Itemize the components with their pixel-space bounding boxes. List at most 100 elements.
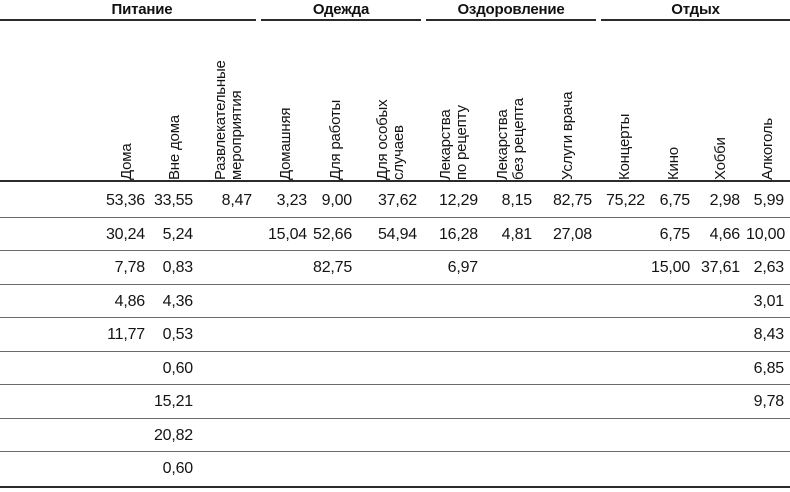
- cell-row-label: [0, 285, 102, 319]
- cell-hobbi: 2,98: [709, 192, 741, 209]
- cell-razvlekatelnye-meropriyatiya: [199, 352, 258, 386]
- column-header-koncerty: Концерты: [615, 113, 633, 180]
- cell-razvlekatelnye-meropriyatiya: [199, 218, 258, 252]
- cell-koncerty: [598, 218, 651, 252]
- column-header-lekarstva-po-receptu: Лекарства по рецепту: [436, 105, 470, 180]
- cell-lekarstva-bez-recepta: [484, 251, 538, 285]
- cell-dlya-raboty: [313, 419, 358, 453]
- cell-doma: 53,36: [105, 192, 145, 209]
- column-header-razvlekatelnye-meropriyatiya: Развлекательные мероприятия: [211, 60, 245, 180]
- cell-razvlekatelnye-meropriyatiya: [199, 318, 258, 352]
- column-header-lekarstva-bez-recepta: Лекарства без рецепта: [494, 98, 527, 180]
- cell-razvlekatelnye-meropriyatiya: [199, 251, 258, 285]
- row-separator-rule: [0, 217, 790, 218]
- table-row: 7,78 0,83 82,75 6,97 15,00 37,61 2,63: [0, 251, 790, 285]
- group-header-clothing: Одежда: [312, 1, 370, 18]
- cell-kino: [651, 385, 696, 419]
- cell-dlya-osobyh-sluchaev: [358, 318, 423, 352]
- cell-row-label: [0, 452, 102, 486]
- cell-dlya-raboty: [313, 318, 358, 352]
- cell-vne-doma: 0,60: [162, 460, 194, 477]
- cell-uslugi-vracha: [538, 385, 598, 419]
- cell-vne-doma: 15,21: [153, 393, 193, 410]
- group-header-health: Оздоровление: [457, 1, 565, 18]
- cell-koncerty: [598, 452, 651, 486]
- cell-kino: [651, 285, 696, 319]
- row-separator-rule: [0, 384, 790, 385]
- cell-hobbi: [696, 385, 746, 419]
- cell-uslugi-vracha: [538, 352, 598, 386]
- cell-doma: 7,78: [114, 259, 146, 276]
- row-separator-rule: [0, 451, 790, 452]
- cell-uslugi-vracha: [538, 251, 598, 285]
- cell-vne-doma: 20,82: [153, 426, 193, 444]
- cell-doma: [102, 452, 151, 486]
- row-separator-rule: [0, 250, 790, 251]
- cell-kino: [651, 452, 696, 486]
- cell-alkogol: 5,99: [753, 192, 785, 209]
- group-header-nutrition: Питание: [111, 1, 173, 18]
- cell-vne-doma: 33,55: [153, 192, 193, 209]
- cell-dlya-raboty: [313, 352, 358, 386]
- cell-lekarstva-po-receptu: 16,28: [438, 225, 478, 243]
- cell-lekarstva-po-receptu: [423, 318, 484, 352]
- column-header-doma: Дома: [117, 143, 135, 180]
- cell-koncerty: [598, 385, 651, 419]
- group-header-leisure: Отдых: [671, 1, 720, 18]
- cell-alkogol: 6,85: [753, 359, 785, 377]
- table-row: 20,82: [0, 419, 790, 453]
- cell-hobbi: [696, 452, 746, 486]
- cell-razvlekatelnye-meropriyatiya: [199, 385, 258, 419]
- cell-domashnyaya: [258, 385, 313, 419]
- group-header-rule-segment: [261, 19, 421, 21]
- column-header-kino: Кино: [664, 147, 682, 180]
- cell-doma: 11,77: [107, 326, 145, 343]
- cell-domashnyaya: [258, 251, 313, 285]
- cell-domashnyaya: [258, 452, 313, 486]
- table-row: 53,36 33,55 8,47 3,23 9,00 37,62 12,29 8,15 82,7…: [0, 184, 790, 218]
- cell-domashnyaya: [258, 352, 313, 386]
- row-separator-rule: [0, 284, 790, 285]
- cell-hobbi: [696, 352, 746, 386]
- cell-dlya-osobyh-sluchaev: [358, 285, 423, 319]
- group-header-rule-segment: [601, 19, 790, 21]
- cell-lekarstva-po-receptu: 12,29: [438, 192, 478, 209]
- cell-koncerty: 75,22: [605, 192, 645, 209]
- cell-razvlekatelnye-meropriyatiya: [199, 285, 258, 319]
- cell-uslugi-vracha: [538, 318, 598, 352]
- cell-row-label: [0, 419, 102, 453]
- cell-koncerty: [598, 318, 651, 352]
- cell-row-label: [0, 352, 102, 386]
- column-header-hobbi: Хобби: [712, 137, 729, 180]
- cell-lekarstva-po-receptu: [423, 285, 484, 319]
- cell-dlya-raboty: [313, 452, 358, 486]
- cell-vne-doma: 5,24: [162, 225, 194, 243]
- cell-doma: [102, 385, 151, 419]
- cell-kino: [651, 419, 696, 453]
- cell-vne-doma: 0,60: [162, 359, 194, 377]
- cell-alkogol: 3,01: [753, 292, 785, 310]
- group-header-rule-segment: [426, 19, 596, 21]
- cell-uslugi-vracha: 27,08: [552, 225, 592, 243]
- cell-alkogol: [746, 419, 790, 453]
- cell-dlya-osobyh-sluchaev: [358, 251, 423, 285]
- cell-dlya-raboty: 52,66: [313, 225, 353, 243]
- cell-row-label: [0, 385, 102, 419]
- cell-domashnyaya: 15,04: [267, 225, 307, 243]
- column-header-vne-doma: Вне дома: [166, 115, 183, 180]
- column-header-rule: [0, 180, 790, 182]
- column-header-dlya-osobyh-sluchaev: Для особых случаев: [373, 99, 407, 180]
- cell-dlya-raboty: 9,00: [321, 192, 353, 209]
- cell-row-label: [0, 184, 102, 218]
- cell-lekarstva-po-receptu: 6,97: [447, 259, 479, 276]
- cell-doma: [102, 419, 151, 453]
- cell-razvlekatelnye-meropriyatiya: [199, 419, 258, 453]
- table-row: 11,77 0,53 8,43: [0, 318, 790, 352]
- cell-alkogol: 2,63: [753, 259, 785, 276]
- cell-vne-doma: 0,83: [162, 259, 194, 276]
- cell-lekarstva-po-receptu: [423, 352, 484, 386]
- cell-domashnyaya: [258, 419, 313, 453]
- cell-doma: [102, 352, 151, 386]
- cell-hobbi: [696, 285, 746, 319]
